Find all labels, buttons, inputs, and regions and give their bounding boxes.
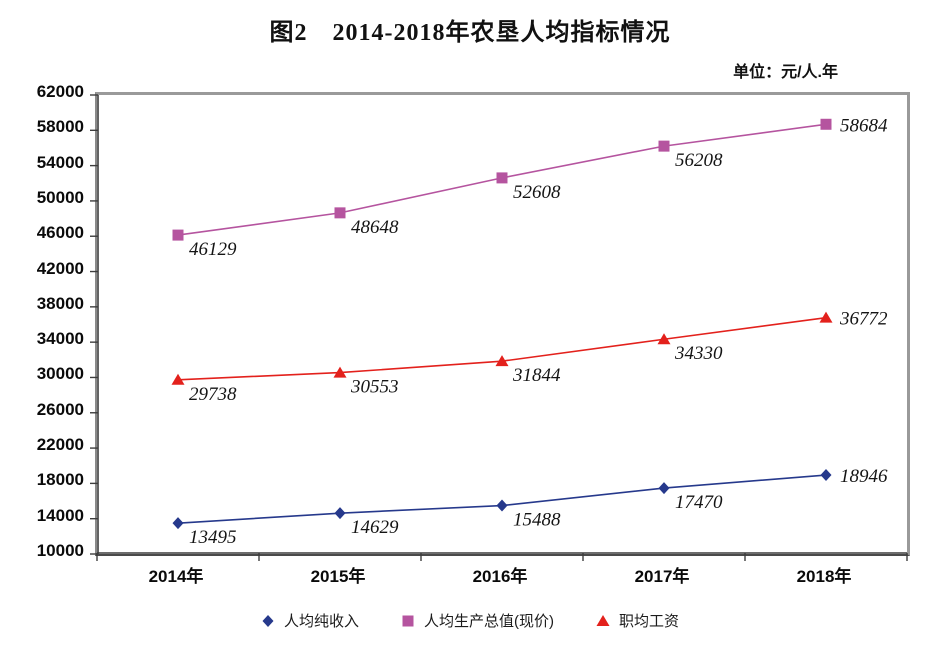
x-axis-labels: 2014年 2015年 2016年 2017年 2018年 [95,562,905,586]
y-tick-label: 10000 [36,541,84,560]
plot-area: 13495 14629 15488 17470 18946 46129 48648 52608… [90,92,910,561]
data-label: 36772 [839,309,888,330]
square-marker-icon [658,140,670,152]
chart-canvas: 13495 14629 15488 17470 18946 46129 48648 52608… [90,94,908,561]
y-tick-label: 46000 [36,223,84,243]
legend-diamond-icon [262,614,274,627]
data-label: 18946 [840,466,888,487]
legend-item: 人均纯收入 [261,610,359,631]
x-axis-label: 2016年 [472,567,528,586]
triangle-marker-icon [596,614,610,626]
data-label: 31844 [512,365,561,386]
data-label: 48648 [351,217,399,238]
legend: 人均纯收入 人均生产总值(现价) 职均工资 [0,610,940,631]
y-tick-label: 22000 [36,435,84,455]
data-label: 29738 [189,384,237,405]
legend-square-icon [402,615,414,626]
chart-title: 图2 2014-2018年农垦人均指标情况 [269,20,671,46]
legend-item: 职均工资 [596,610,679,631]
y-tick-label: 58000 [36,117,84,137]
y-tick-label: 54000 [36,152,84,172]
triangle-marker-icon [333,366,347,378]
diamond-marker-icon [658,482,670,495]
x-axis-label: 2017年 [634,567,690,586]
square-marker-icon [820,118,832,130]
y-tick-label: 50000 [36,187,84,207]
unit-label: 单位：元/人.年 [733,64,838,81]
legend-label: 人均生产总值(现价) [424,613,554,630]
y-tick-label: 14000 [36,505,84,525]
legend-label: 职均工资 [619,613,680,630]
triangle-marker-icon [819,311,833,323]
data-label: 17470 [675,492,723,513]
y-tick-label: 26000 [36,399,84,419]
diamond-marker-icon [820,469,832,482]
y-tick-label: 30000 [36,364,84,384]
diamond-marker-icon [334,507,346,520]
x-axis-label: 2014年 [148,567,204,586]
triangle-marker-icon [171,373,185,385]
x-axis-label: 2015年 [310,567,366,586]
square-marker-icon [334,207,346,219]
square-marker-icon [402,615,414,626]
data-label: 13495 [189,527,237,548]
y-tick-label: 34000 [36,329,84,349]
data-label: 14629 [351,517,399,538]
diamond-marker-icon [262,614,274,627]
y-tick-label: 62000 [36,82,84,101]
data-label: 56208 [675,150,723,171]
data-label: 15488 [513,510,561,531]
triangle-marker-icon [657,333,671,345]
data-label: 46129 [189,239,237,260]
y-tick-label: 38000 [36,293,84,313]
y-tick-label: 18000 [36,470,84,490]
legend-item: 人均生产总值(现价) [401,610,554,631]
y-axis-labels: 10000 14000 18000 22000 26000 30000 34000 38000… [0,82,84,560]
y-tick-label: 42000 [36,258,84,278]
data-label: 58684 [840,115,888,136]
series-line [177,474,827,524]
data-label: 52608 [513,182,561,203]
legend-label: 人均纯收入 [283,613,359,630]
diamond-marker-icon [496,499,508,512]
square-marker-icon [496,172,508,184]
x-axis-label: 2018年 [796,567,852,586]
data-label: 34330 [674,343,723,364]
diamond-marker-icon [172,517,184,530]
data-label: 30553 [350,377,399,398]
square-marker-icon [172,229,184,241]
series-line [177,316,827,381]
triangle-marker-icon [495,355,509,367]
legend-triangle-icon [596,614,610,626]
